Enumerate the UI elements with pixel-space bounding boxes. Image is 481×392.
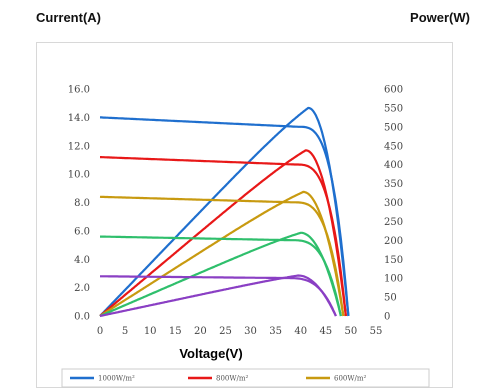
y-left-tick-label: 8.0 (74, 198, 90, 209)
y-right-tick-label: 400 (384, 160, 403, 171)
y-left-tick-label: 10.0 (68, 170, 90, 181)
x-tick-label: 35 (269, 326, 282, 337)
y-right-tick-label: 150 (384, 255, 403, 266)
chart-frame: 0 5 10 15 20 25 30 35 40 45 50 55 0.0 2.0 4.0 6.0 8.0 10.… (36, 42, 453, 388)
x-tick-label: 25 (219, 326, 232, 337)
pv-curve-line (99, 149, 347, 317)
y-right-tick-label: 200 (384, 236, 403, 247)
y-right-tick-label: 300 (384, 198, 403, 209)
y-left-tick-label: 4.0 (74, 255, 90, 266)
iv-curve-line (100, 155, 347, 317)
x-tick-label: 50 (345, 326, 358, 337)
iv-curve-line (100, 235, 342, 317)
y-right-tick-label: 0 (384, 312, 390, 323)
pv-curve-line (99, 106, 350, 317)
legend-box (61, 368, 430, 388)
series-lines (99, 106, 350, 318)
y-left-tick-label: 16.0 (68, 85, 90, 96)
iv-curve-line (100, 275, 337, 317)
y-right-tick-label: 550 (384, 103, 403, 114)
legend-label: 600W/m² (334, 375, 367, 383)
left-axis-title: Current(A) (36, 10, 101, 25)
legend: 1000W/m² 800W/m² 600W/m² (61, 368, 430, 388)
iv-curve-line (99, 195, 345, 317)
x-tick-label: 30 (244, 326, 257, 337)
x-tick-label: 45 (319, 326, 332, 337)
y-right-tick-label: 50 (384, 293, 397, 304)
x-tick-label: 5 (122, 326, 128, 337)
x-tick-label: 10 (144, 326, 157, 337)
y-left-tick-label: 0.0 (74, 312, 90, 323)
y-left-tick-label: 2.0 (74, 283, 90, 294)
x-tick-label: 20 (194, 326, 207, 337)
y-left-tick-label: 6.0 (74, 226, 90, 237)
y-right-tick-label: 100 (384, 274, 403, 285)
y-right-tick-label: 450 (384, 141, 403, 152)
x-tick-label: 0 (97, 326, 103, 337)
y-right-tick-label: 500 (384, 122, 403, 133)
x-axis-title: Voltage(V) (179, 346, 242, 361)
x-tick-label: 40 (294, 326, 307, 337)
y-left-tick-label: 12.0 (68, 141, 90, 152)
y-right-tick-label: 600 (384, 85, 403, 96)
y-left-tick-label: 14.0 (68, 113, 90, 124)
iv-curve-line (100, 116, 350, 317)
legend-label: 800W/m² (216, 375, 249, 383)
pv-curve-line (99, 231, 342, 318)
x-tick-label: 55 (370, 326, 383, 337)
y-right-tick-label: 250 (384, 217, 403, 228)
right-axis-title: Power(W) (410, 10, 470, 25)
axes: 0 5 10 15 20 25 30 35 40 45 50 55 0.0 2.0 4.0 6.0 8.0 10.… (68, 85, 403, 338)
y-right-tick-label: 350 (384, 179, 403, 190)
iv-pv-chart: 0 5 10 15 20 25 30 35 40 45 50 55 0.0 2.0 4.0 6.0 8.0 10.… (61, 85, 430, 388)
x-tick-label: 15 (169, 326, 182, 337)
pv-curve-line (99, 274, 337, 318)
pv-curve-line (99, 190, 345, 317)
legend-label: 1000W/m² (98, 375, 135, 383)
